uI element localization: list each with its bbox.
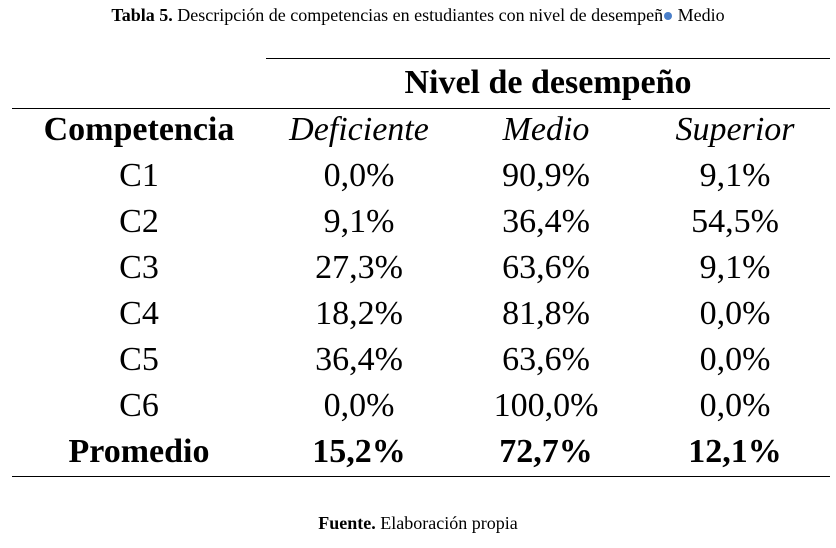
source-label: Fuente. [318, 513, 376, 533]
superior-cell: 9,1% [699, 157, 771, 194]
group-header: Nivel de desempeño [404, 64, 692, 101]
source-text: Elaboración propia [375, 513, 518, 533]
total-superior: 12,1% [688, 433, 782, 470]
superior-cell: 9,1% [699, 249, 771, 286]
competence-cell: C5 [119, 341, 159, 378]
column-header-superior: Superior [675, 111, 795, 148]
table-row: C2 9,1% 36,4% 54,5% [12, 199, 830, 245]
table-row: C3 27,3% 63,6% 9,1% [12, 245, 830, 291]
superior-cell: 0,0% [699, 387, 771, 424]
caption-text-end: Medio [673, 5, 725, 25]
table-row: C5 36,4% 63,6% 0,0% [12, 337, 830, 383]
column-header-row: Competencia Deficiente Medio Superior [12, 107, 830, 153]
total-deficiente: 15,2% [312, 433, 406, 470]
superior-cell: 0,0% [699, 341, 771, 378]
deficiente-cell: 27,3% [315, 249, 403, 286]
group-header-rule [266, 58, 830, 59]
source-note: Fuente. Elaboración propia [0, 512, 836, 534]
deficiente-cell: 18,2% [315, 295, 403, 332]
column-header-deficiente: Deficiente [289, 111, 429, 148]
caption-label: Tabla 5. [111, 5, 173, 25]
text-cursor-marker [664, 12, 673, 20]
total-row: Promedio 15,2% 72,7% 12,1% [12, 429, 830, 475]
competence-cell: C4 [119, 295, 159, 332]
competence-cell: C1 [119, 157, 159, 194]
total-medio: 72,7% [499, 433, 593, 470]
medio-cell: 36,4% [502, 203, 590, 240]
table-row: C1 0,0% 90,9% 9,1% [12, 153, 830, 199]
table-row: C6 0,0% 100,0% 0,0% [12, 383, 830, 429]
table-caption: Tabla 5. Descripción de competencias en … [0, 4, 836, 26]
superior-cell: 54,5% [691, 203, 779, 240]
medio-cell: 100,0% [493, 387, 599, 424]
superior-cell: 0,0% [699, 295, 771, 332]
deficiente-cell: 0,0% [323, 157, 395, 194]
competence-cell: C2 [119, 203, 159, 240]
table-row: C4 18,2% 81,8% 0,0% [12, 291, 830, 337]
deficiente-cell: 0,0% [323, 387, 395, 424]
deficiente-cell: 9,1% [323, 203, 395, 240]
deficiente-cell: 36,4% [315, 341, 403, 378]
bottom-rule [12, 476, 830, 477]
medio-cell: 90,9% [502, 157, 590, 194]
caption-text: Descripción de competencias en estudiant… [172, 5, 664, 25]
competence-cell: C6 [119, 387, 159, 424]
medio-cell: 81,8% [502, 295, 590, 332]
competence-cell: C3 [119, 249, 159, 286]
total-label: Promedio [68, 433, 210, 470]
column-header-medio: Medio [502, 111, 590, 148]
medio-cell: 63,6% [502, 249, 590, 286]
column-header-competencia: Competencia [43, 111, 235, 148]
medio-cell: 63,6% [502, 341, 590, 378]
header-rule [12, 108, 830, 109]
